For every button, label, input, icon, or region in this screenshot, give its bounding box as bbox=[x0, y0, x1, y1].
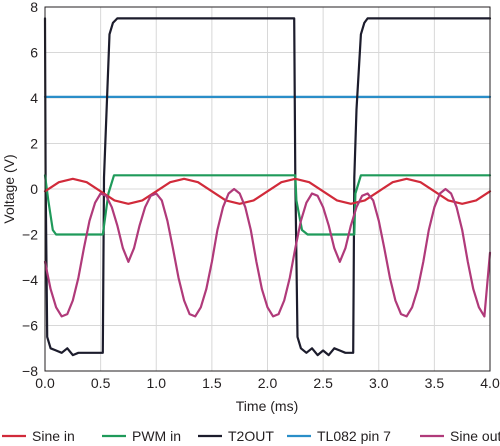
x-tick-label: 2.5 bbox=[313, 375, 333, 391]
x-tick-label: 3.0 bbox=[369, 375, 389, 391]
legend-label: Sine out bbox=[450, 428, 500, 444]
y-tick-label: −6 bbox=[22, 318, 38, 334]
series-layer bbox=[43, 17, 492, 357]
series-line-sine-in bbox=[43, 177, 492, 205]
x-tick-label: 4.0 bbox=[480, 375, 500, 391]
legend-label: T2OUT bbox=[228, 428, 274, 444]
y-axis-title: Voltage (V) bbox=[1, 154, 17, 223]
x-tick-label: 1.5 bbox=[202, 375, 222, 391]
x-tick-label: 2.0 bbox=[258, 375, 278, 391]
y-tick-label: −8 bbox=[22, 363, 38, 379]
y-tick-label: 0 bbox=[30, 181, 38, 197]
y-tick-label: 4 bbox=[30, 90, 38, 106]
x-tick-label: 0.5 bbox=[91, 375, 111, 391]
y-tick-label: 2 bbox=[30, 136, 38, 152]
y-tick-label: 8 bbox=[30, 0, 38, 15]
legend: Sine in PWM in T2OUT TL082 pin 7 Sine out bbox=[2, 428, 500, 444]
y-tick-labels: 8 6 4 2 0 −2 −4 −6 −8 bbox=[22, 0, 38, 379]
series-line-sine-out bbox=[43, 187, 492, 318]
x-tick-labels: 0.0 0.5 1.0 1.5 2.0 2.5 3.0 3.5 4.0 bbox=[35, 375, 500, 391]
plot-frame bbox=[44, 6, 491, 372]
y-tick-label: 6 bbox=[30, 45, 38, 61]
legend-label: Sine in bbox=[32, 428, 75, 444]
x-tick-label: 0.0 bbox=[35, 375, 55, 391]
x-axis-title: Time (ms) bbox=[236, 398, 298, 414]
x-tick-label: 1.0 bbox=[147, 375, 167, 391]
x-tick-label: 3.5 bbox=[425, 375, 445, 391]
y-tick-label: −2 bbox=[22, 227, 38, 243]
y-tick-label: −4 bbox=[22, 272, 38, 288]
legend-label: TL082 pin 7 bbox=[317, 428, 391, 444]
series-line-t2out bbox=[43, 17, 492, 357]
legend-label: PWM in bbox=[132, 428, 181, 444]
series-line-pwm-in bbox=[43, 174, 492, 236]
